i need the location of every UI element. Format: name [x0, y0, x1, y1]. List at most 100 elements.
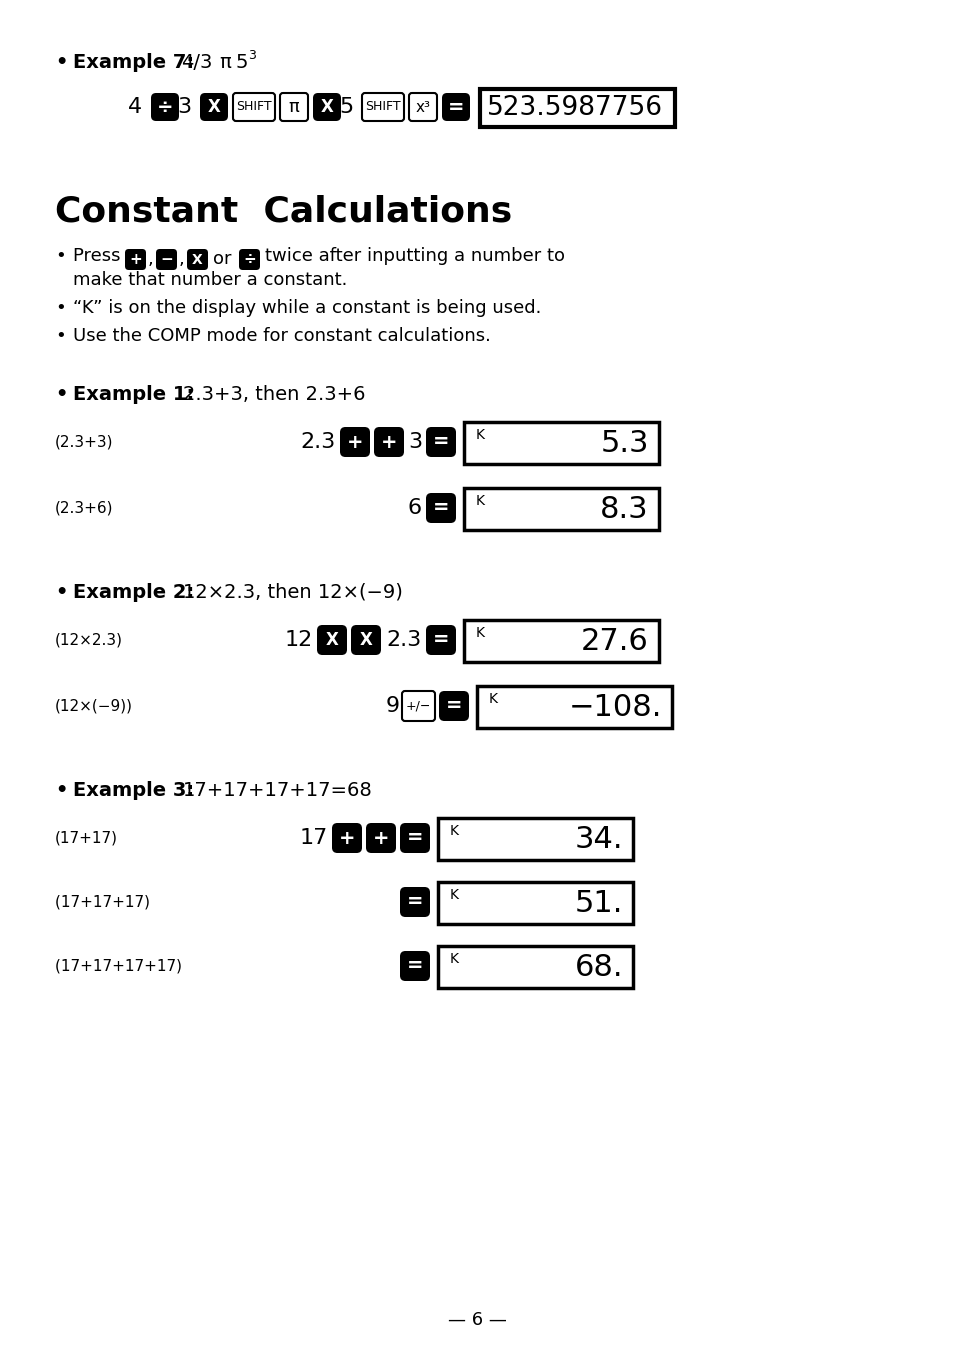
- FancyBboxPatch shape: [339, 427, 370, 457]
- Text: X: X: [359, 631, 372, 650]
- Text: •: •: [55, 327, 66, 344]
- Bar: [437, 818, 633, 860]
- Text: =: =: [406, 829, 423, 848]
- Text: 4: 4: [128, 98, 142, 117]
- Text: x³: x³: [416, 99, 430, 114]
- Text: 5: 5: [338, 98, 353, 117]
- FancyBboxPatch shape: [233, 94, 274, 121]
- Text: (2.3+3): (2.3+3): [55, 434, 113, 449]
- Text: •: •: [55, 247, 66, 264]
- Text: −108.: −108.: [568, 693, 661, 723]
- FancyBboxPatch shape: [313, 94, 340, 121]
- Text: =: =: [406, 956, 423, 975]
- Text: “K” is on the display while a constant is being used.: “K” is on the display while a constant i…: [73, 300, 540, 317]
- Text: ÷: ÷: [156, 98, 173, 117]
- FancyBboxPatch shape: [441, 94, 470, 121]
- FancyBboxPatch shape: [239, 250, 260, 270]
- Text: Press: Press: [73, 247, 126, 264]
- Text: 27.6: 27.6: [580, 628, 648, 656]
- Text: Example 7:: Example 7:: [73, 53, 193, 72]
- FancyBboxPatch shape: [151, 94, 179, 121]
- Text: 4/3: 4/3: [181, 53, 213, 72]
- Text: π: π: [289, 98, 299, 117]
- FancyBboxPatch shape: [125, 250, 146, 270]
- Text: — 6 —: — 6 —: [447, 1311, 506, 1329]
- Text: 51.: 51.: [574, 890, 622, 918]
- Bar: [463, 422, 659, 464]
- Text: make that number a constant.: make that number a constant.: [73, 271, 347, 289]
- Bar: [463, 620, 659, 662]
- Text: −: −: [160, 252, 172, 267]
- Text: ÷: ÷: [243, 252, 255, 267]
- FancyBboxPatch shape: [399, 951, 430, 980]
- Text: 17: 17: [299, 829, 328, 848]
- FancyBboxPatch shape: [361, 94, 403, 121]
- Text: =: =: [433, 433, 449, 452]
- Text: 3: 3: [248, 49, 255, 62]
- FancyBboxPatch shape: [374, 427, 403, 457]
- Text: 68.: 68.: [574, 953, 622, 983]
- Bar: [437, 946, 633, 989]
- Text: K: K: [476, 495, 484, 508]
- FancyBboxPatch shape: [426, 427, 456, 457]
- Text: X: X: [320, 98, 334, 117]
- Text: K: K: [489, 693, 497, 706]
- FancyBboxPatch shape: [438, 692, 469, 721]
- Bar: [479, 89, 675, 127]
- Text: K: K: [476, 428, 484, 442]
- Text: (17+17): (17+17): [55, 830, 118, 846]
- Text: Example 3:: Example 3:: [73, 781, 201, 800]
- Text: •: •: [55, 53, 68, 72]
- Text: 523.5987756: 523.5987756: [486, 95, 662, 121]
- Text: 9: 9: [386, 696, 399, 716]
- Text: +: +: [338, 829, 355, 848]
- Text: (12×2.3): (12×2.3): [55, 632, 123, 648]
- Text: π: π: [219, 53, 231, 72]
- Text: X: X: [325, 631, 338, 650]
- Bar: [437, 881, 633, 923]
- FancyBboxPatch shape: [401, 692, 435, 721]
- Text: 2.3: 2.3: [386, 631, 421, 650]
- Text: twice after inputting a number to: twice after inputting a number to: [265, 247, 564, 264]
- Text: or: or: [213, 251, 232, 268]
- FancyBboxPatch shape: [200, 94, 228, 121]
- Text: +: +: [373, 829, 389, 848]
- Text: Use the COMP mode for constant calculations.: Use the COMP mode for constant calculati…: [73, 327, 491, 344]
- Text: 17+17+17+17=68: 17+17+17+17=68: [183, 781, 373, 800]
- Text: ,: ,: [179, 251, 185, 268]
- Text: =: =: [433, 631, 449, 650]
- Text: SHIFT: SHIFT: [236, 100, 272, 114]
- FancyBboxPatch shape: [280, 94, 308, 121]
- Text: (17+17​+17): (17+17​+17): [55, 895, 150, 910]
- Text: 6: 6: [408, 498, 421, 518]
- Text: K: K: [476, 626, 484, 640]
- FancyBboxPatch shape: [399, 887, 430, 917]
- Text: ,: ,: [148, 251, 153, 268]
- FancyBboxPatch shape: [156, 250, 177, 270]
- Text: K: K: [450, 824, 458, 838]
- Text: 5: 5: [235, 53, 248, 72]
- Text: (2.3+6): (2.3+6): [55, 500, 113, 515]
- Text: 2.3+3, then 2.3+6: 2.3+3, then 2.3+6: [183, 385, 365, 404]
- FancyBboxPatch shape: [409, 94, 436, 121]
- Bar: [463, 488, 659, 530]
- Text: X: X: [192, 252, 203, 267]
- Text: 8.3: 8.3: [599, 495, 648, 525]
- Text: 3: 3: [176, 98, 191, 117]
- Text: Example 1:: Example 1:: [73, 385, 201, 404]
- Text: K: K: [450, 888, 458, 903]
- Text: (17+17​+17+17): (17+17​+17+17): [55, 959, 182, 974]
- Text: •: •: [55, 781, 68, 800]
- FancyBboxPatch shape: [187, 250, 208, 270]
- Text: 5.3: 5.3: [599, 430, 648, 458]
- Text: •: •: [55, 300, 66, 317]
- Text: +: +: [346, 433, 363, 452]
- FancyBboxPatch shape: [351, 625, 380, 655]
- Text: =: =: [445, 697, 462, 716]
- Text: 12: 12: [285, 631, 313, 650]
- Text: X: X: [208, 98, 220, 117]
- Text: +: +: [380, 433, 396, 452]
- FancyBboxPatch shape: [316, 625, 347, 655]
- FancyBboxPatch shape: [366, 823, 395, 853]
- Text: 12×2.3, then 12×(−9): 12×2.3, then 12×(−9): [183, 583, 402, 602]
